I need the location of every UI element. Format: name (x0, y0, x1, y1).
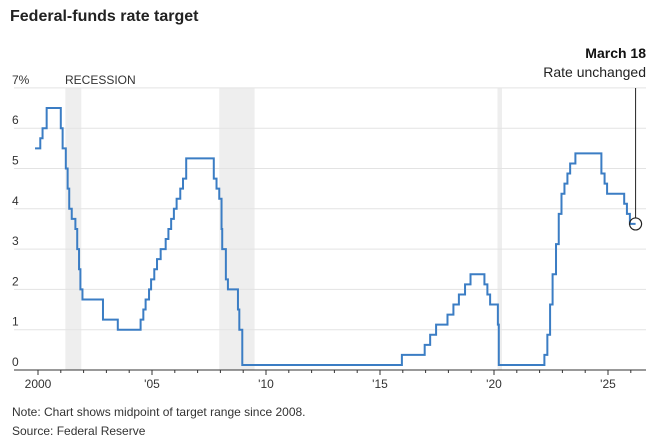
x-tick-label: '25 (600, 377, 616, 391)
recession-band (65, 87, 82, 371)
x-tick-label: '15 (372, 377, 388, 391)
y-tick-label: 7% (12, 73, 30, 87)
y-tick-label: 5 (12, 154, 19, 168)
chart-note: Note: Chart shows midpoint of target ran… (12, 405, 306, 419)
y-tick-label: 0 (12, 355, 19, 369)
y-tick-label: 6 (12, 113, 19, 127)
recession-band (497, 87, 502, 371)
x-tick-label: '20 (486, 377, 502, 391)
chart-source: Source: Federal Reserve (12, 424, 146, 438)
rate-line (35, 107, 636, 366)
recession-label: RECESSION (65, 73, 136, 87)
y-tick-label: 4 (12, 194, 19, 208)
annotation-text: Rate unchanged (543, 64, 646, 80)
y-tick-label: 3 (12, 234, 19, 248)
chart-title: Federal-funds rate target (10, 8, 199, 25)
y-tick-label: 2 (12, 274, 19, 288)
annotation-marker (628, 217, 643, 231)
x-tick-label: '10 (258, 377, 274, 391)
recession-band (219, 87, 255, 371)
x-tick-label: '05 (144, 377, 160, 391)
x-tick-label: 2000 (25, 377, 52, 391)
annotation-date: March 18 (585, 45, 646, 61)
y-tick-label: 1 (12, 315, 19, 329)
